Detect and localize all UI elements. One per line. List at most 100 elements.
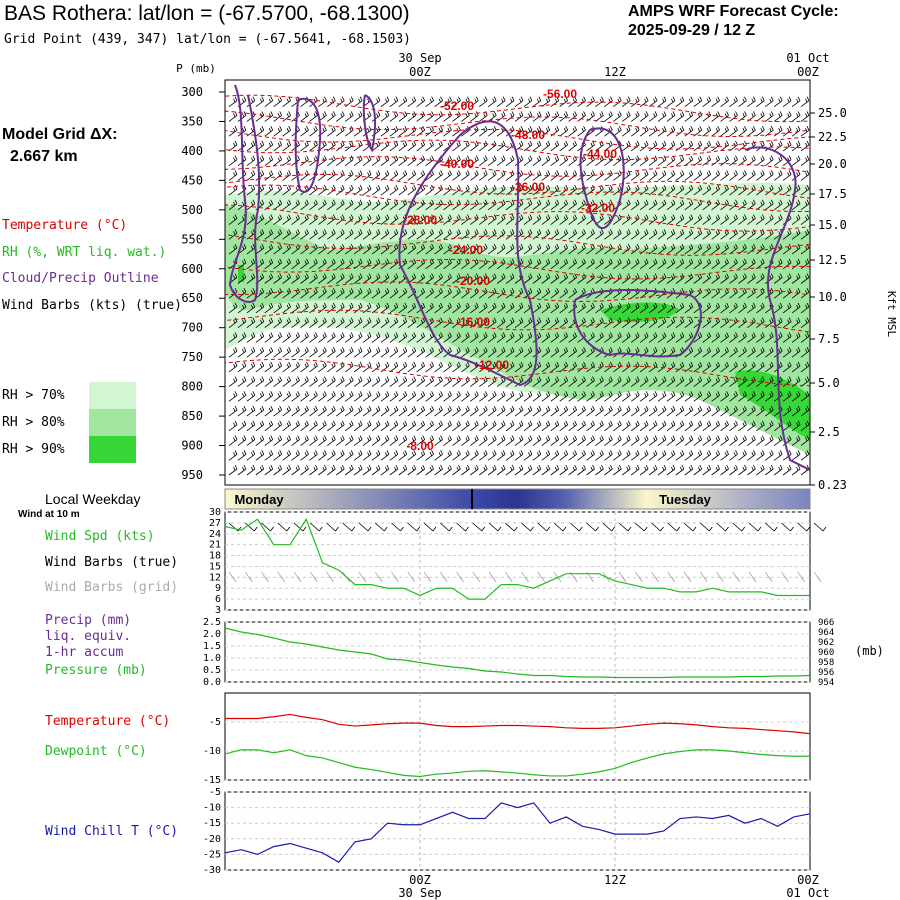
- wind-barb: [550, 361, 560, 373]
- wind-barb: [327, 126, 336, 137]
- wind-barb: [496, 96, 506, 108]
- wind-barb: [380, 170, 390, 181]
- wind-barb: [264, 184, 274, 196]
- wind-barb: [532, 96, 542, 108]
- wind-barb: [255, 435, 265, 446]
- wind-barb: [595, 420, 604, 432]
- wind-barb: [237, 450, 247, 461]
- wind-barb: [362, 214, 372, 225]
- wind-barb-grid: [667, 571, 676, 583]
- wind-barb: [496, 420, 506, 432]
- wind-barb: [532, 140, 542, 152]
- wind-barb: [514, 317, 524, 329]
- wind-barb: [550, 111, 560, 122]
- wind-barb: [523, 243, 533, 255]
- wind-barb: [765, 229, 774, 240]
- wind-barb: [416, 420, 426, 432]
- wind-barb: [318, 391, 327, 402]
- wind-barb: [559, 96, 569, 108]
- wind-barb-true: [358, 522, 372, 532]
- wind-barb: [729, 273, 738, 284]
- wind-barb: [791, 199, 801, 211]
- wind-barb: [773, 464, 783, 476]
- wind-barb: [487, 317, 497, 329]
- wind-barb: [255, 214, 265, 225]
- wind-barb: [389, 361, 399, 373]
- wind-barb: [720, 214, 729, 225]
- wind-barb-grid: [716, 571, 724, 583]
- wind-barb: [568, 214, 577, 225]
- wind-barb: [791, 258, 801, 270]
- wind-barb-true: [699, 522, 713, 532]
- precip-panel-y-tick: 1.0: [203, 653, 221, 664]
- wind-barb: [711, 391, 720, 402]
- top-time-tick: 00Z: [409, 65, 431, 79]
- wind-barb: [327, 214, 336, 225]
- wind-barb: [782, 405, 792, 417]
- wind-barb: [586, 302, 595, 314]
- wind-barb: [693, 464, 703, 476]
- wind-barb: [684, 170, 694, 181]
- wind-barb: [800, 346, 810, 358]
- top-time-tick: 00Z: [797, 65, 819, 79]
- temperature-contour-label: -20.00: [456, 274, 490, 288]
- wind-barb: [756, 361, 765, 373]
- wind-barb: [765, 346, 774, 358]
- wind-barb: [318, 376, 327, 387]
- wind-barb: [505, 450, 515, 461]
- wind-barb: [380, 258, 390, 270]
- legend-temperature: Temperature (°C): [2, 218, 128, 233]
- temperature-contour: [224, 204, 811, 232]
- temperature-contour-label: -24.00: [449, 243, 483, 257]
- wind-barb: [389, 317, 399, 329]
- temp-panel-y-tick: -10: [203, 746, 221, 757]
- temperature-contour-label: -12.00: [475, 358, 509, 372]
- wind-barb-true: [781, 522, 794, 532]
- legend-cloud: Cloud/Precip Outline: [2, 271, 159, 286]
- wind-barb-true: [277, 522, 291, 532]
- wind-barb: [443, 288, 452, 299]
- wind-barb: [264, 273, 274, 284]
- wind-barb: [711, 464, 720, 476]
- wind-barb: [291, 229, 300, 240]
- wind-barb: [496, 405, 506, 417]
- wind-barb: [773, 332, 783, 343]
- wind-barb-grid: [326, 571, 334, 583]
- wind-barb: [791, 376, 801, 387]
- wind-barb: [425, 302, 434, 314]
- wind-barb: [800, 288, 810, 299]
- wind-barb: [702, 170, 712, 181]
- wind-barb: [443, 435, 452, 446]
- wind-barb: [666, 243, 676, 255]
- wind-barb: [738, 464, 747, 476]
- pressure-tick-label: 500: [181, 203, 203, 217]
- wind-barb: [666, 111, 676, 122]
- wind-barb: [657, 302, 667, 314]
- wind-barb: [487, 214, 497, 225]
- wind-barb-grid: [358, 571, 367, 583]
- wind-barb: [389, 302, 399, 314]
- cloud-outline: [228, 84, 261, 303]
- wind-barb: [434, 435, 443, 446]
- wind-barb: [756, 332, 765, 343]
- wind-barb: [479, 332, 488, 343]
- wind-barb: [479, 420, 488, 432]
- wind-barb: [684, 111, 694, 122]
- wind-barb: [550, 170, 560, 181]
- wind-barbs-true-label: Wind Barbs (true): [45, 555, 179, 570]
- wind-barb: [479, 229, 488, 240]
- wind-barb: [630, 96, 640, 108]
- wind-barb: [657, 243, 667, 255]
- wind-barb: [336, 288, 345, 299]
- wind-barb: [523, 273, 533, 284]
- wind-barb: [291, 376, 300, 387]
- wind-barb: [264, 420, 274, 432]
- wind-barb: [782, 464, 792, 476]
- wind-barb: [327, 435, 336, 446]
- wind-barb: [452, 243, 461, 255]
- wind-barb: [782, 170, 792, 181]
- wind-barb: [336, 243, 345, 255]
- wind-barb: [765, 450, 774, 461]
- wind-barb: [729, 199, 738, 211]
- wind-barb: [228, 155, 238, 166]
